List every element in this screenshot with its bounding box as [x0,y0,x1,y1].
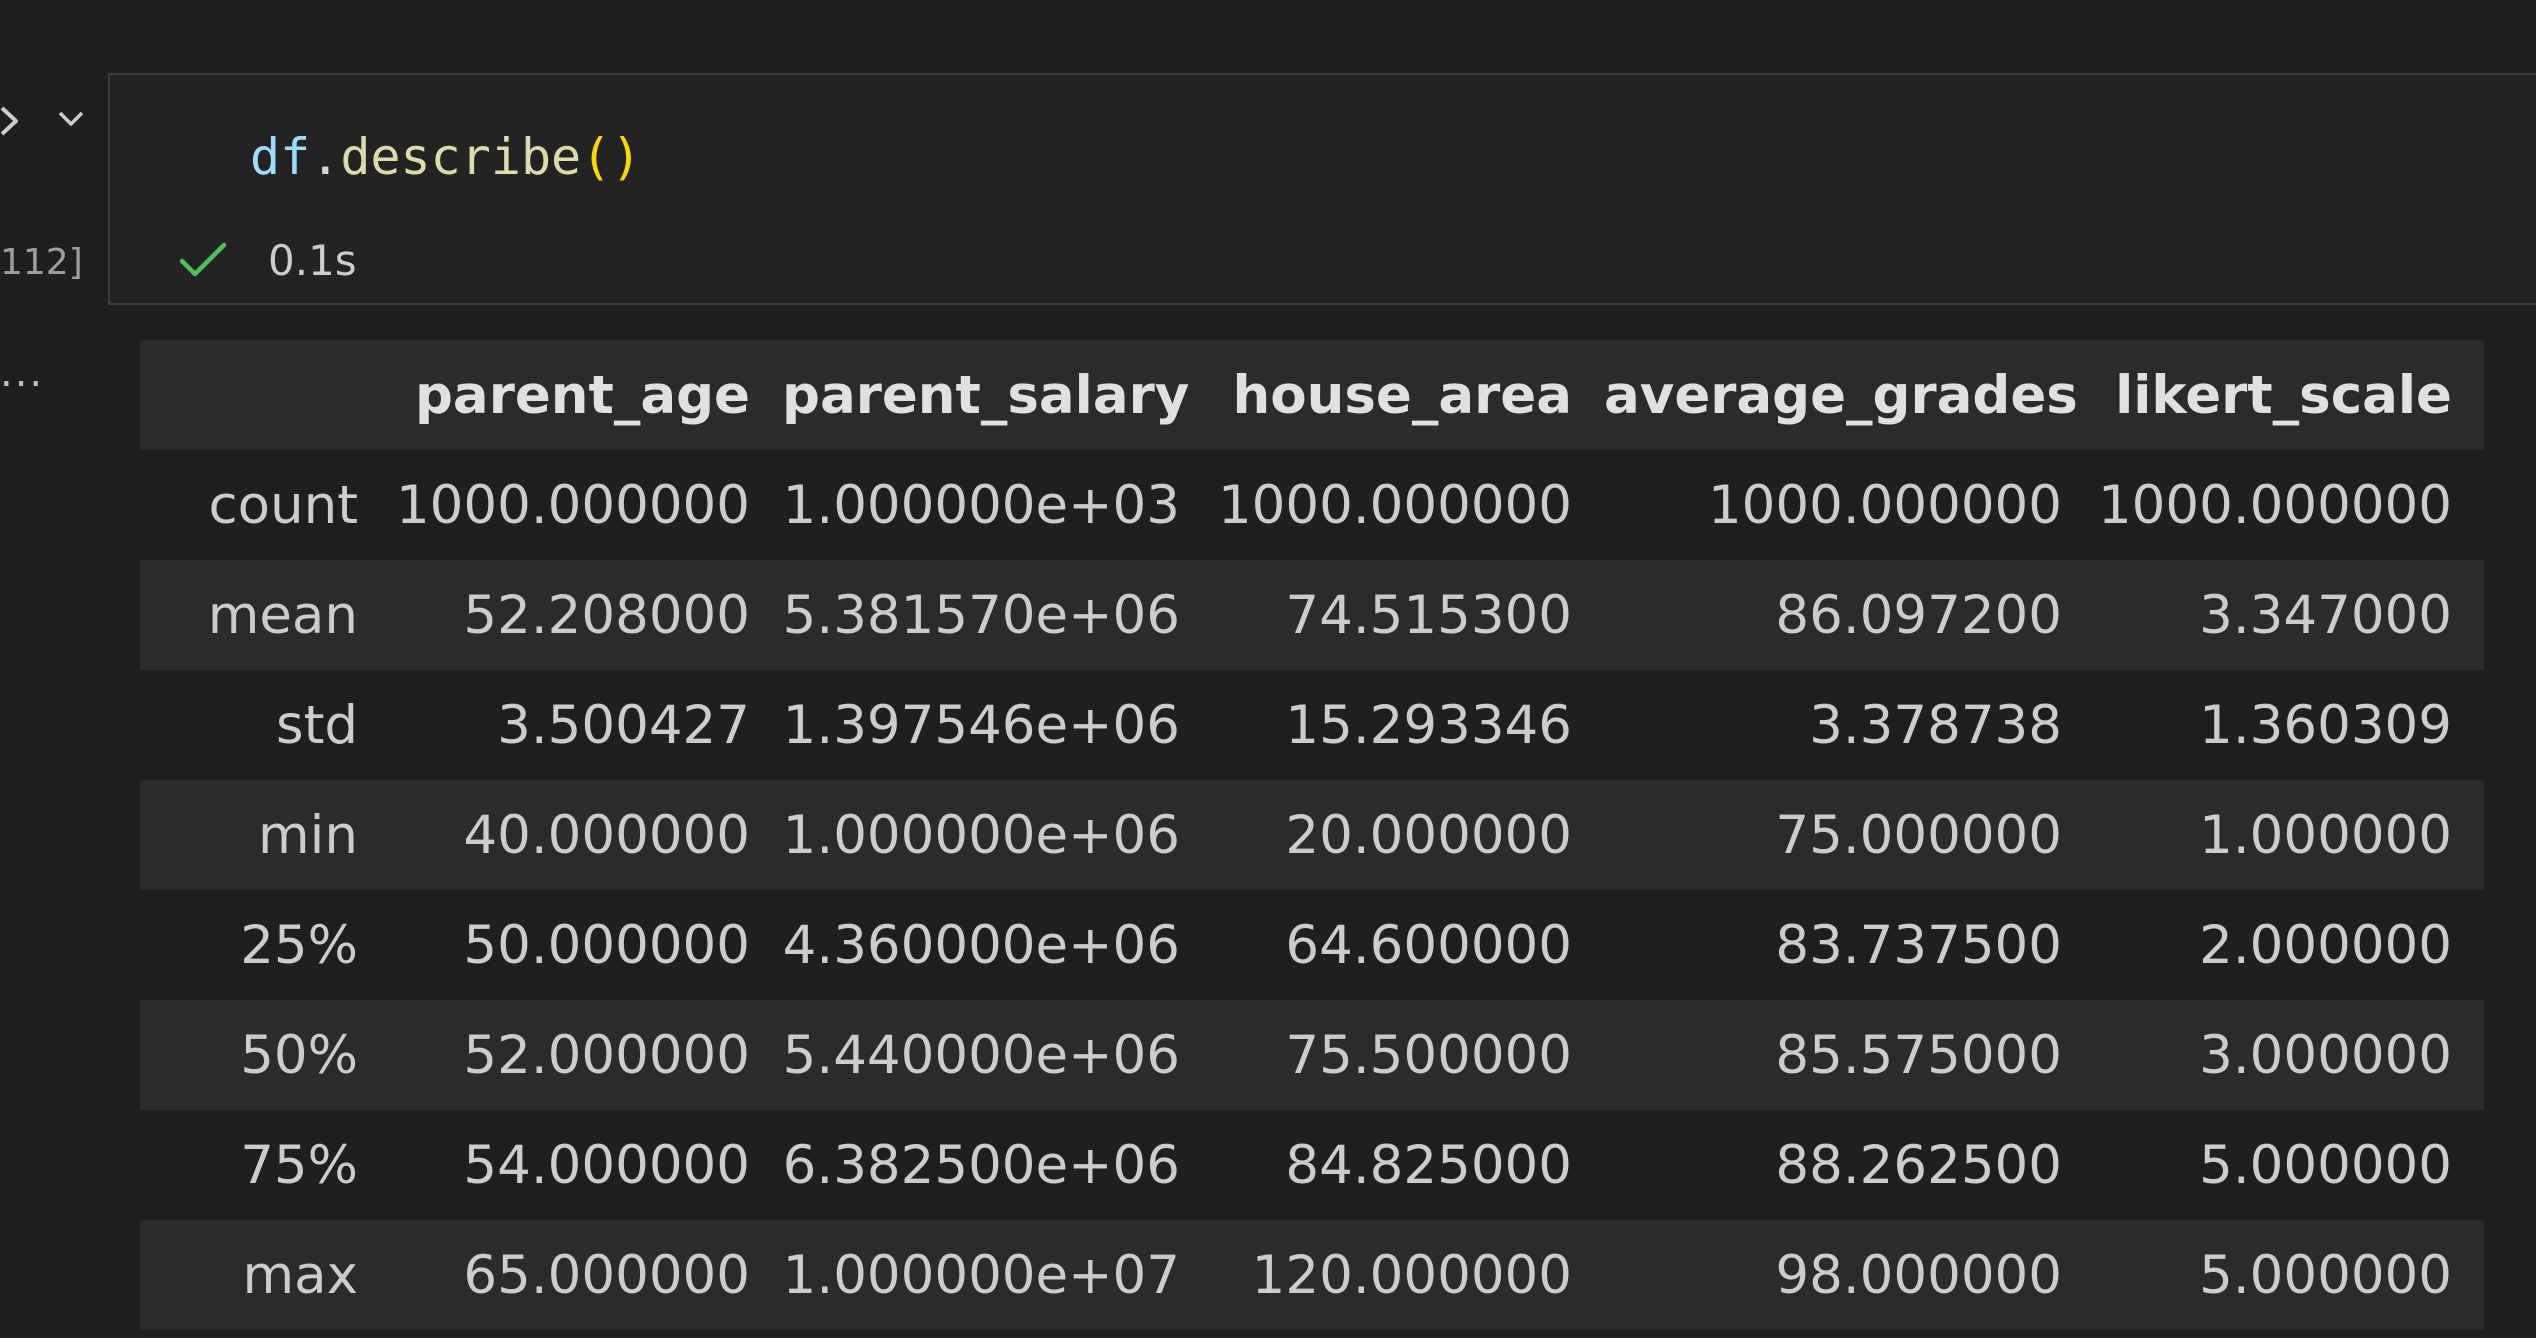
index-header [140,340,390,450]
execution-count: 112] [0,242,83,283]
table-cell: 52.000000 [463,1024,750,1086]
row-label: std [275,694,358,756]
table-cell: 20.000000 [1285,804,1572,866]
table-row: 75% 54.000000 6.382500e+06 84.825000 88.… [140,1110,2484,1220]
table-cell: 4.360000e+06 [782,914,1180,976]
table-cell: 40.000000 [463,804,750,866]
table-cell: 1.000000e+03 [782,474,1180,536]
table-cell: 54.000000 [463,1134,750,1196]
table-cell: 15.293346 [1285,694,1572,756]
table-cell: 3.378738 [1809,694,2062,756]
chevron-down-icon[interactable] [56,108,86,130]
table-row: 50% 52.000000 5.440000e+06 75.500000 85.… [140,1000,2484,1110]
row-label: mean [207,584,358,646]
table-cell: 64.600000 [1285,914,1572,976]
table-header-row: parent_age parent_salary house_area aver… [140,340,2484,450]
column-header: parent_age [390,340,782,450]
table-cell: 50.000000 [463,914,750,976]
code-parens: () [581,128,642,186]
run-cell-icon[interactable] [0,98,36,144]
table-row: max 65.000000 1.000000e+07 120.000000 98… [140,1220,2484,1330]
row-label: 75% [240,1134,358,1196]
table-cell: 75.000000 [1775,804,2062,866]
table-cell: 65.000000 [463,1244,750,1306]
table-row: min 40.000000 1.000000e+06 20.000000 75.… [140,780,2484,890]
table-cell: 83.737500 [1775,914,2062,976]
code-function: describe [340,128,582,186]
table-cell: 5.381570e+06 [782,584,1180,646]
column-header: average_grades [1604,340,2094,450]
table-cell: 88.262500 [1775,1134,2062,1196]
code-variable: df [250,128,311,186]
table-cell: 2.000000 [2199,914,2452,976]
table-cell: 1000.000000 [1707,474,2062,536]
table-row: mean 52.208000 5.381570e+06 74.515300 86… [140,560,2484,670]
table-cell: 1.000000e+07 [782,1244,1180,1306]
check-icon [179,242,227,277]
table-cell: 75.500000 [1285,1024,1572,1086]
table-cell: 98.000000 [1775,1244,2062,1306]
table-cell: 52.208000 [463,584,750,646]
table-cell: 3.500427 [497,694,750,756]
table-cell: 74.515300 [1285,584,1572,646]
table-cell: 3.000000 [2199,1024,2452,1086]
table-row: 25% 50.000000 4.360000e+06 64.600000 83.… [140,890,2484,1000]
dataframe-output: parent_age parent_salary house_area aver… [140,340,2484,1330]
table-cell: 1.000000e+06 [782,804,1180,866]
column-header: parent_salary [782,340,1212,450]
table-cell: 84.825000 [1285,1134,1572,1196]
table-cell: 120.000000 [1251,1244,1572,1306]
table-cell: 1.000000 [2199,804,2452,866]
table-cell: 1000.000000 [2097,474,2452,536]
table-cell: 1.360309 [2199,694,2452,756]
table-cell: 1000.000000 [395,474,750,536]
row-label: 25% [240,914,358,976]
column-header: house_area [1212,340,1604,450]
table-row: count 1000.000000 1.000000e+03 1000.0000… [140,450,2484,560]
table-cell: 6.382500e+06 [782,1134,1180,1196]
row-label: max [242,1244,358,1306]
row-label: count [208,474,358,536]
table-cell: 85.575000 [1775,1024,2062,1086]
table-row: std 3.500427 1.397546e+06 15.293346 3.37… [140,670,2484,780]
code-editor-line[interactable]: df.describe() [250,127,641,187]
table-cell: 86.097200 [1775,584,2062,646]
table-cell: 5.000000 [2199,1244,2452,1306]
code-cell[interactable]: df.describe() 0.1s [108,73,2536,305]
output-menu-icon[interactable]: ... [0,350,45,396]
table-cell: 3.347000 [2199,584,2452,646]
code-dot: . [310,128,341,186]
table-cell: 5.440000e+06 [782,1024,1180,1086]
execution-status: 0.1s [176,233,357,287]
table-cell: 1.397546e+06 [782,694,1180,756]
table-cell: 1000.000000 [1217,474,1572,536]
column-header: likert_scale [2094,340,2484,450]
row-label: min [258,804,358,866]
row-label: 50% [240,1024,358,1086]
execution-duration: 0.1s [268,235,357,285]
table-cell: 5.000000 [2199,1134,2452,1196]
